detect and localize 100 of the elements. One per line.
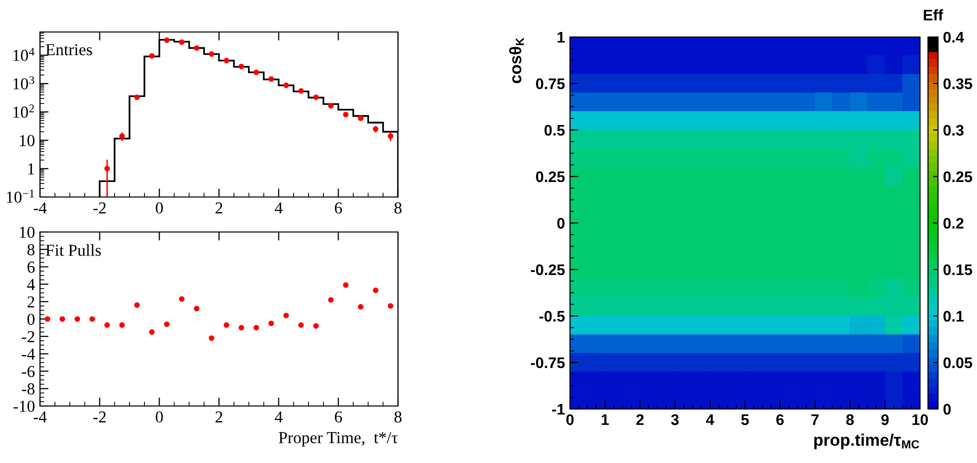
point: [268, 76, 274, 82]
y-tick-label: 6: [28, 262, 35, 273]
x-axis-title: Proper Time, t*/τ: [278, 432, 398, 447]
y-tick-label: -4: [22, 348, 35, 360]
x-tick-label: 4: [274, 202, 283, 214]
y-tick-label: -0.5: [539, 310, 565, 322]
y-tick-label: -6: [22, 366, 35, 378]
color-bar-label: 0.2: [943, 218, 964, 229]
x-tick-label: 3: [671, 414, 679, 426]
y-tick-label: -0.75: [530, 357, 565, 368]
point: [119, 322, 125, 328]
point: [268, 320, 274, 326]
x-axis-title: prop.time/τ$_{MC}$: [814, 434, 920, 450]
point: [358, 304, 364, 310]
y-tick-label: 0.25: [536, 171, 565, 182]
x-tick-label: 8: [394, 202, 402, 214]
x-tick-label: 9: [881, 414, 889, 426]
x-tick-label: 0: [156, 411, 163, 423]
x-tick-label: 0: [156, 202, 163, 214]
y-tick-label: 10: [20, 226, 35, 238]
color-bar-label: 0.3: [943, 124, 964, 136]
x-tick-label: 2: [216, 202, 222, 214]
point: [134, 94, 140, 100]
color-bar-label: 0.1: [943, 310, 964, 322]
point: [178, 296, 184, 302]
point: [372, 288, 378, 294]
y-tick-label: 10$^{−1}$: [6, 190, 34, 203]
x-tick-label: 6: [334, 202, 342, 214]
point: [313, 323, 319, 329]
point: [238, 324, 244, 330]
color-bar-label: 0.4: [943, 32, 964, 43]
color-bar-label: 0: [943, 404, 951, 415]
point: [313, 94, 319, 100]
x-tick-label: 8: [846, 414, 854, 426]
point: [134, 302, 140, 308]
y-tick-label: 2: [28, 296, 34, 308]
x-tick-label: -2: [93, 411, 106, 422]
point: [89, 316, 95, 322]
point: [328, 297, 334, 303]
point: [224, 322, 230, 328]
point: [178, 39, 184, 45]
y-tick-label: 4: [27, 279, 35, 290]
annotation: Fit Pulls: [46, 244, 101, 256]
point: [208, 335, 214, 341]
point: [74, 316, 80, 322]
x-tick-label: -2: [93, 202, 106, 214]
point: [149, 329, 155, 335]
point: [388, 303, 394, 309]
point: [60, 316, 66, 322]
point: [254, 70, 260, 76]
point: [104, 322, 110, 328]
point: [194, 45, 200, 51]
y-tick-label: -2: [22, 331, 34, 342]
point: [283, 312, 289, 318]
y-tick-label: 10$^{2}$: [13, 104, 34, 118]
y-tick-label: 0.75: [536, 78, 565, 90]
y-tick-label: 8: [27, 244, 35, 256]
x-tick-label: 2: [216, 411, 222, 422]
x-tick-label: 7: [811, 414, 819, 425]
point: [238, 64, 244, 70]
color-bar-label: 0.15: [943, 264, 972, 276]
y-tick-label: 0: [27, 314, 35, 325]
point: [283, 82, 289, 88]
y-tick-label: 10$^{4}$: [13, 48, 34, 62]
point: [44, 316, 50, 322]
point: [298, 88, 304, 94]
y-tick-label: 1: [28, 163, 34, 174]
x-tick-label: 2: [636, 414, 644, 425]
point: [194, 306, 200, 312]
point: [164, 37, 170, 43]
y-tick-label: 0: [557, 218, 565, 229]
y-tick-label: 10$^{3}$: [13, 76, 34, 90]
color-bar-label: 0.25: [943, 171, 972, 182]
x-tick-label: 10: [912, 414, 928, 426]
x-tick-label: 4: [274, 411, 283, 422]
y-tick-label: -1: [552, 404, 565, 415]
point: [298, 322, 304, 328]
x-tick-label: 8: [394, 411, 402, 423]
point: [208, 51, 214, 57]
y-tick-label: 0.5: [544, 124, 565, 136]
point: [343, 112, 349, 118]
point: [358, 115, 364, 122]
color-bar-label: 0.05: [943, 357, 972, 368]
color-bar-label: 0.35: [943, 78, 972, 90]
x-tick-label: 6: [334, 411, 342, 423]
x-tick-label: 5: [741, 414, 749, 426]
x-tick-label: 0: [566, 414, 574, 426]
point: [254, 324, 260, 330]
y-tick-label: -0.25: [530, 264, 565, 276]
y-tick-label: -8: [22, 383, 35, 395]
color-bar-title: Eff: [924, 9, 944, 20]
x-tick-label: 6: [776, 414, 784, 426]
point: [328, 102, 334, 109]
annotation: Entries: [46, 44, 92, 56]
y-tick-label: 10: [20, 134, 35, 146]
x-tick-label: 1: [602, 414, 609, 425]
x-tick-label: 4: [706, 414, 714, 425]
point: [343, 282, 349, 288]
point: [224, 58, 230, 64]
y-tick-label: 1: [558, 32, 565, 43]
